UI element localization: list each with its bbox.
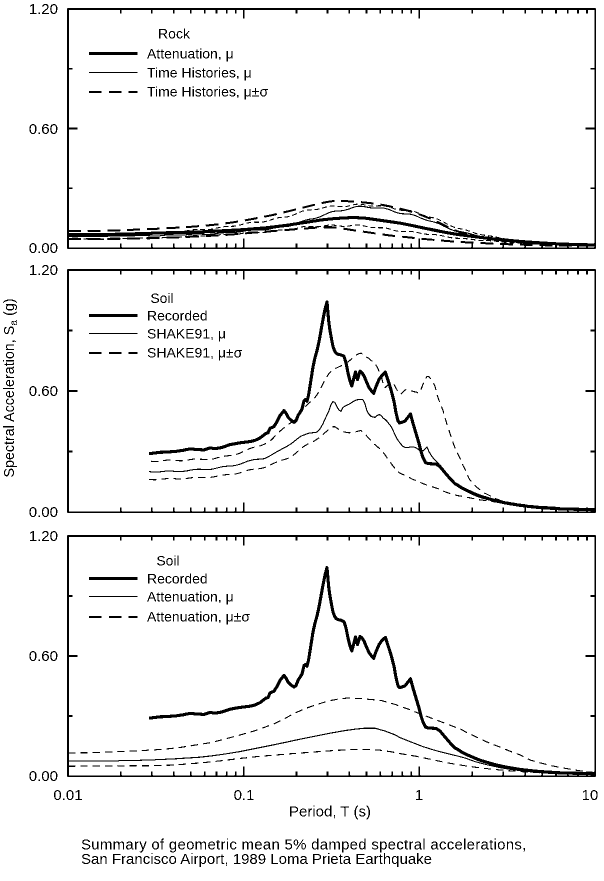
svg-text:0.60: 0.60 xyxy=(29,121,58,138)
svg-text:0.00: 0.00 xyxy=(29,504,58,521)
svg-text:Recorded: Recorded xyxy=(147,571,208,587)
svg-text:0.60: 0.60 xyxy=(29,648,58,665)
svg-text:Time Histories, μ: Time Histories, μ xyxy=(147,65,252,81)
svg-text:Recorded: Recorded xyxy=(147,308,208,324)
svg-text:Attenuation, μ: Attenuation, μ xyxy=(147,46,234,62)
svg-text:Time Histories, μ±σ: Time Histories, μ±σ xyxy=(147,84,268,100)
svg-text:0.1: 0.1 xyxy=(234,787,255,804)
svg-text:1.20: 1.20 xyxy=(29,528,58,545)
svg-text:San Francisco Airport, 1989 Lo: San Francisco Airport, 1989 Loma Prieta … xyxy=(81,851,432,868)
svg-text:Attenuation, μ: Attenuation, μ xyxy=(147,589,234,605)
svg-text:SHAKE91, μ±σ: SHAKE91, μ±σ xyxy=(147,345,243,361)
svg-text:1.20: 1.20 xyxy=(29,262,58,279)
svg-text:Soil: Soil xyxy=(150,290,173,306)
svg-text:Attenuation, μ±σ: Attenuation, μ±σ xyxy=(147,609,250,625)
svg-text:Soil: Soil xyxy=(156,552,179,568)
svg-text:0.60: 0.60 xyxy=(29,383,58,400)
svg-text:1: 1 xyxy=(415,787,423,804)
svg-text:0.01: 0.01 xyxy=(53,787,82,804)
svg-text:Summary of geometric mean 5% d: Summary of geometric mean 5% damped spec… xyxy=(81,837,527,854)
svg-text:Rock: Rock xyxy=(158,25,191,41)
svg-text:0.00: 0.00 xyxy=(29,240,58,257)
svg-text:SHAKE91, μ: SHAKE91, μ xyxy=(147,326,226,342)
svg-text:Period, T (s): Period, T (s) xyxy=(289,804,371,821)
svg-text:0.00: 0.00 xyxy=(29,768,58,785)
svg-text:10: 10 xyxy=(582,787,599,804)
svg-text:1.20: 1.20 xyxy=(29,1,58,18)
svg-text:Spectral Acceleration, Sa (g): Spectral Acceleration, Sa (g) xyxy=(2,298,20,477)
